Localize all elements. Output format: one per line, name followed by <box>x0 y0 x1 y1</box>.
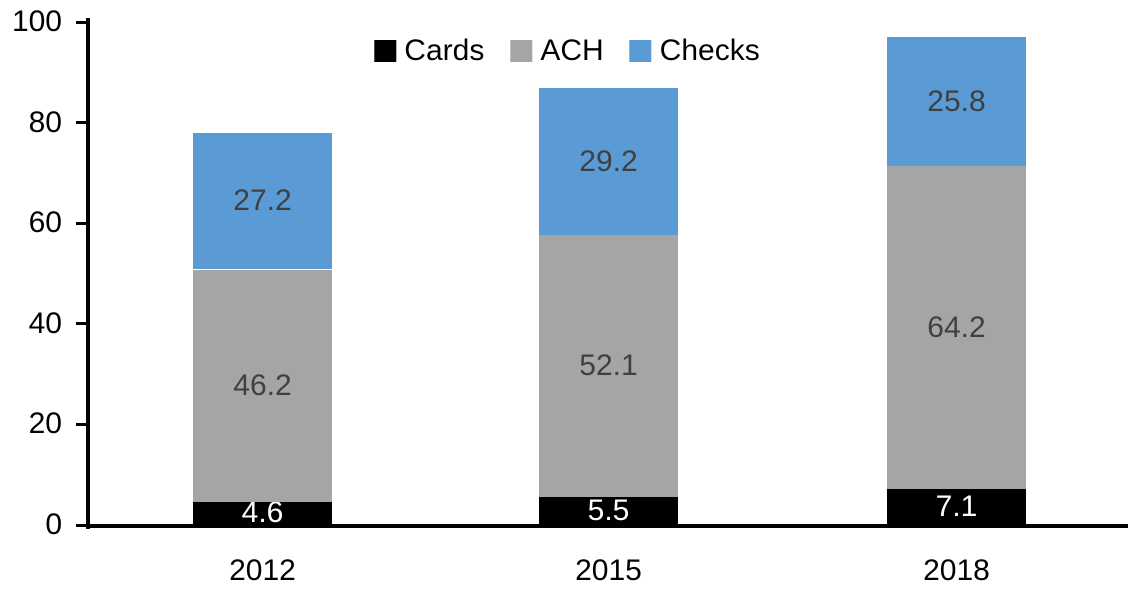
x-axis-category-label-2018: 2018 <box>923 554 990 587</box>
y-axis-tick <box>76 423 86 426</box>
y-axis-tick <box>76 222 86 225</box>
y-axis-tick <box>76 21 86 24</box>
bar-value-label-cards-2012: 4.6 <box>241 496 284 530</box>
bar-value-label-ach-2012: 46.2 <box>233 368 292 402</box>
bar-segment-cards-2018 <box>887 489 1026 525</box>
bar-segment-ach-2012 <box>193 269 332 502</box>
bar-value-label-cards-2015: 5.5 <box>587 494 630 528</box>
legend-item-ach: ACH <box>510 34 604 67</box>
x-axis-category-label-2015: 2015 <box>575 554 642 587</box>
legend-label-ach: ACH <box>540 34 604 67</box>
bar-value-label-checks-2015: 29.2 <box>579 144 638 178</box>
bar-value-label-cards-2018: 7.1 <box>935 490 978 524</box>
y-axis-tick-label: 40 <box>28 307 62 340</box>
legend-swatch-cards-icon <box>374 40 397 62</box>
bar-segment-checks-2015 <box>539 88 678 236</box>
y-axis-tick-label: 100 <box>11 5 62 38</box>
bar-segment-cards-2012 <box>193 501 332 525</box>
bar-segment-checks-2012 <box>193 132 332 270</box>
y-axis-tick <box>76 524 86 527</box>
legend: Cards ACH Checks <box>374 34 760 67</box>
y-axis-tick-label: 60 <box>28 206 62 239</box>
bar-value-label-checks-2018: 25.8 <box>927 84 986 118</box>
y-axis-tick-label: 80 <box>28 106 62 139</box>
legend-swatch-ach-icon <box>510 40 533 62</box>
y-axis-tick <box>76 121 86 124</box>
y-axis-line <box>86 18 90 529</box>
legend-item-cards: Cards <box>374 36 484 66</box>
bar-value-label-ach-2015: 52.1 <box>579 349 638 383</box>
bar-segment-ach-2015 <box>539 235 678 498</box>
x-axis-line <box>86 524 1128 528</box>
y-axis-tick <box>76 322 86 325</box>
bar-segment-ach-2018 <box>887 166 1026 490</box>
y-axis-tick-label: 20 <box>28 407 62 440</box>
bar-segment-checks-2018 <box>887 36 1026 167</box>
bar-value-label-checks-2012: 27.2 <box>233 184 292 218</box>
legend-label-checks: Checks <box>659 34 760 67</box>
legend-label-cards: Cards <box>404 34 485 67</box>
bar-segment-cards-2015 <box>539 497 678 525</box>
legend-item-checks: Checks <box>629 34 760 67</box>
legend-swatch-checks-icon <box>629 40 652 62</box>
y-axis-tick-label: 0 <box>45 508 62 541</box>
x-axis-category-label-2012: 2012 <box>229 554 296 587</box>
bar-value-label-ach-2018: 64.2 <box>927 310 986 344</box>
